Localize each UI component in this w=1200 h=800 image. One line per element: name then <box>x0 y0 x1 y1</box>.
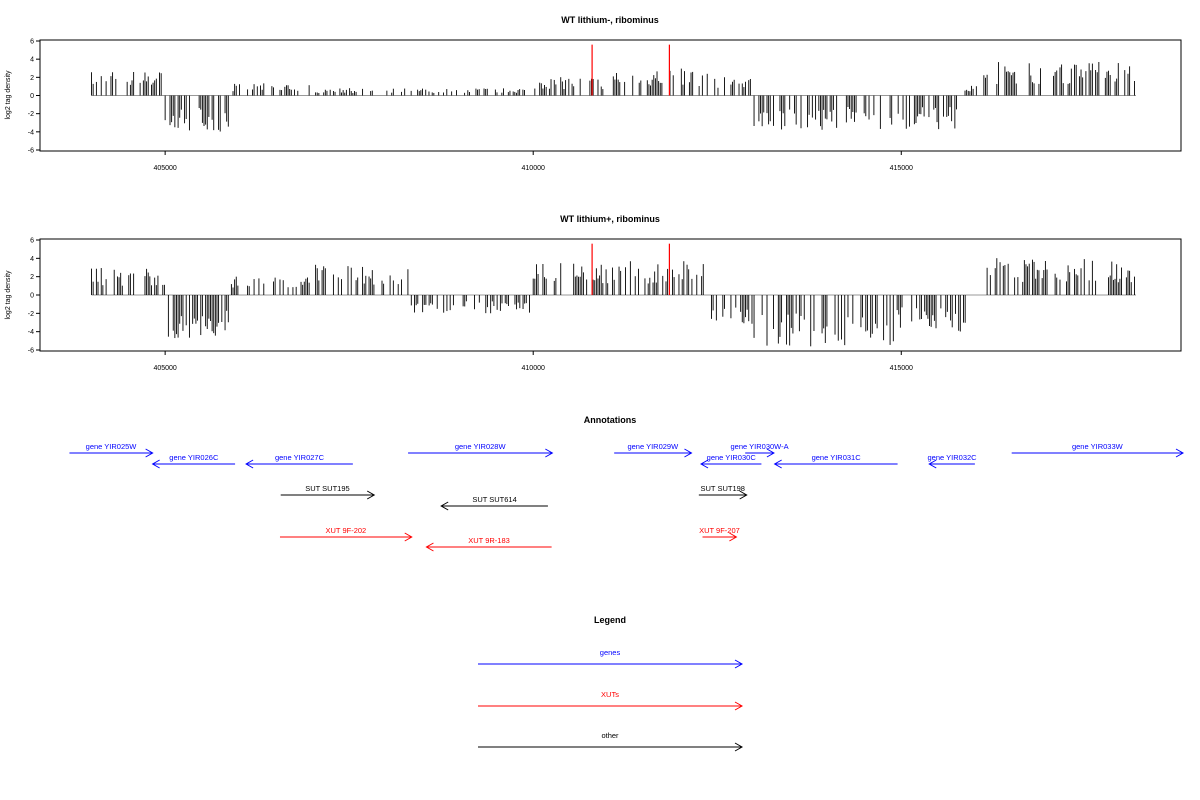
feature-label: gene YIR027C <box>275 453 325 462</box>
other-features: SUT SUT195 SUT SUT614 SUT SUT198 <box>280 484 748 511</box>
y-axis-label: log2 tag density <box>5 270 12 320</box>
feature-arrow: gene YIR025W <box>69 442 154 458</box>
y-tick-label: -6 <box>28 348 34 355</box>
y-tick-label: 6 <box>30 238 34 245</box>
feature-label: SUT SUT195 <box>305 484 349 493</box>
feature-label: gene YIR030C <box>707 453 757 462</box>
legend-item: XUTs <box>478 690 744 711</box>
y-axis: 6 4 2 0 -2 -4 -6 <box>28 238 40 355</box>
feature-arrow: gene YIR030C <box>700 453 762 469</box>
y-tick-label: 6 <box>30 39 34 46</box>
feature-label: gene YIR032C <box>928 453 978 462</box>
bars-group <box>91 44 1136 132</box>
y-tick-label: -2 <box>28 311 34 318</box>
y-tick-label: 0 <box>30 293 34 300</box>
y-tick-label: -4 <box>28 129 34 136</box>
x-axis: 405000 410000 415000 <box>153 151 913 172</box>
feature-label: gene YIR026C <box>169 453 219 462</box>
feature-label: gene YIR031C <box>812 453 862 462</box>
gene-features: gene YIR025W gene YIR026C gene YIR027C gene… <box>69 442 1185 469</box>
feature-label: XUT 9F-202 <box>326 526 367 535</box>
feature-arrow: gene YIR030W-A <box>731 442 789 458</box>
xut-features: XUT 9F-202 XUT 9R-183 XUT 9F-207 <box>279 526 740 552</box>
y-tick-label: -2 <box>28 111 34 118</box>
track-panel-lithium-minus: WT lithium-, ribominus log2 tag density … <box>5 15 1182 172</box>
y-tick-label: -6 <box>28 148 34 155</box>
feature-arrow: XUT 9F-207 <box>699 526 740 542</box>
y-tick-label: 0 <box>30 93 34 100</box>
feature-arrow: gene YIR026C <box>151 453 236 469</box>
feature-label: gene YIR033W <box>1072 442 1124 451</box>
feature-arrow: gene YIR028W <box>408 442 554 458</box>
y-axis: 6 4 2 0 -2 -4 -6 <box>28 39 40 155</box>
x-tick-label: 405000 <box>153 165 176 172</box>
legend-item: other <box>478 731 744 752</box>
feature-arrow: gene YIR033W <box>1011 442 1185 458</box>
feature-arrow: SUT SUT198 <box>698 484 748 500</box>
feature-arrow: XUT 9R-183 <box>425 536 552 552</box>
legend-items: genes XUTs other <box>478 648 744 752</box>
feature-label: gene YIR028W <box>455 442 507 451</box>
y-tick-label: 4 <box>30 57 34 64</box>
feature-arrow: gene YIR029W <box>614 442 693 458</box>
annotations-title: Annotations <box>584 415 637 425</box>
feature-arrow: SUT SUT195 <box>280 484 376 500</box>
feature-arrow: XUT 9F-202 <box>279 526 413 542</box>
y-tick-label: 2 <box>30 274 34 281</box>
feature-label: gene YIR030W-A <box>731 442 789 451</box>
x-tick-label: 415000 <box>890 165 913 172</box>
feature-arrow: gene YIR032C <box>928 453 978 469</box>
y-axis-label: log2 tag density <box>5 70 12 120</box>
track-panel-lithium-plus: WT lithium+, ribominus log2 tag density … <box>5 214 1182 372</box>
feature-label: gene YIR025W <box>86 442 138 451</box>
feature-label: XUT 9R-183 <box>468 536 510 545</box>
x-axis: 405000 410000 415000 <box>153 351 913 372</box>
x-tick-label: 410000 <box>522 365 545 372</box>
chart-title: WT lithium+, ribominus <box>560 214 660 224</box>
legend-label: other <box>601 731 619 740</box>
y-tick-label: 2 <box>30 75 34 82</box>
feature-label: XUT 9F-207 <box>699 526 740 535</box>
feature-arrow: SUT SUT614 <box>440 495 548 511</box>
feature-arrow: gene YIR031C <box>773 453 898 469</box>
legend-item: genes <box>478 648 744 669</box>
legend: Legend genes XUTs other <box>478 615 744 752</box>
legend-label: genes <box>600 648 621 657</box>
chart-title: WT lithium-, ribominus <box>561 15 659 25</box>
bars-group <box>91 243 1136 347</box>
x-tick-label: 415000 <box>890 365 913 372</box>
feature-label: SUT SUT198 <box>701 484 745 493</box>
x-tick-label: 405000 <box>153 365 176 372</box>
feature-arrow: gene YIR027C <box>245 453 353 469</box>
legend-title: Legend <box>594 615 626 625</box>
x-tick-label: 410000 <box>522 165 545 172</box>
legend-label: XUTs <box>601 690 619 699</box>
y-tick-label: -4 <box>28 329 34 336</box>
feature-label: gene YIR029W <box>627 442 679 451</box>
feature-label: SUT SUT614 <box>472 495 516 504</box>
y-tick-label: 4 <box>30 256 34 263</box>
